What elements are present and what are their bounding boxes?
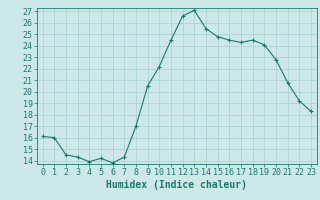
X-axis label: Humidex (Indice chaleur): Humidex (Indice chaleur) — [106, 180, 247, 190]
